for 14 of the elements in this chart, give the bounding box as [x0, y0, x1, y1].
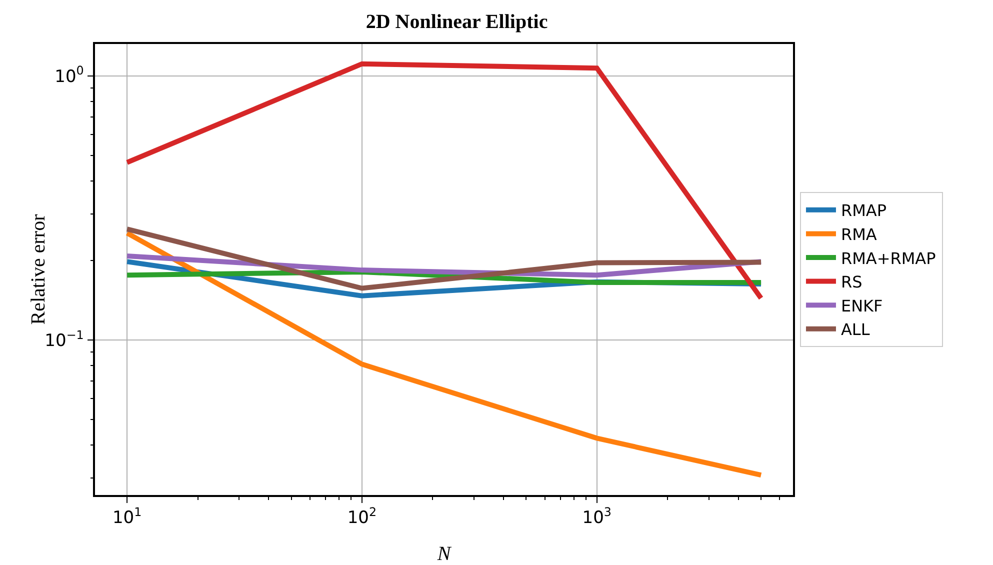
y-axis-title: Relative error — [28, 214, 50, 325]
legend-label: ALL — [840, 320, 870, 340]
legend-label: RMAP — [840, 201, 887, 220]
x-tick-label: 10$^{2}$ — [347, 505, 377, 528]
x-axis-title: N — [436, 543, 452, 565]
y-tick-label: 10$^{−1}$ — [44, 328, 84, 351]
x-tick-label: 10$^{3}$ — [582, 505, 612, 528]
chart-title: 2D Nonlinear Elliptic — [366, 11, 548, 34]
x-tick-label: 10$^{1}$ — [112, 505, 142, 528]
y-tick-label: 10$^{0}$ — [54, 64, 84, 87]
legend-label: ENKF — [840, 296, 883, 316]
legend-label: RMA+RMAP — [840, 248, 936, 268]
legend-label: RS — [840, 272, 862, 292]
legend-label: RMA — [840, 224, 877, 244]
